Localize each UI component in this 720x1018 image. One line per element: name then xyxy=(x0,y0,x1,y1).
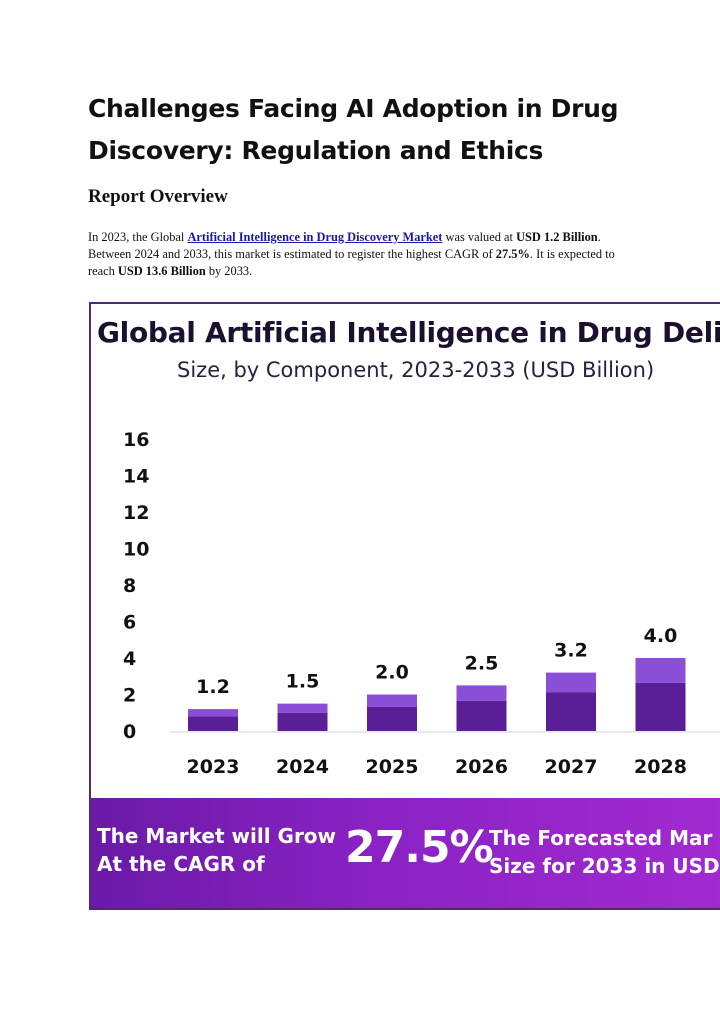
bar-2025-top xyxy=(367,694,417,707)
overview-paragraph: In 2023, the Global Artificial Intellige… xyxy=(88,229,628,280)
banner-right-line1: The Forecasted Mar xyxy=(489,826,713,850)
para-text-4: . It is expected to reach xyxy=(88,247,615,278)
y-tick-label: 16 xyxy=(123,429,149,451)
x-tick-label: 2027 xyxy=(545,756,598,778)
article-title: Challenges Facing AI Adoption in Drug Di… xyxy=(88,94,619,165)
infographic-title: Global Artificial Intelligence in Drug D… xyxy=(97,316,720,349)
banner-left-text: The Market will Grow At the CAGR of xyxy=(97,822,357,878)
y-tick-label: 10 xyxy=(123,539,149,561)
bar-2024-bottom xyxy=(277,712,328,731)
bar-2026-bottom xyxy=(456,700,507,731)
bar-2025-bottom xyxy=(367,706,417,731)
bar-2024-top xyxy=(277,703,328,713)
y-tick-label: 4 xyxy=(123,648,136,670)
x-tick-label: 2028 xyxy=(634,756,687,778)
banner-left-line2: At the CAGR of xyxy=(97,852,265,876)
infographic-subtitle: Size, by Component, 2023-2033 (USD Billi… xyxy=(177,358,655,382)
bar-2027-top xyxy=(546,672,596,693)
x-tick-label: 2024 xyxy=(276,756,329,778)
market-infographic: Global Artificial Intelligence in Drug D… xyxy=(89,302,720,910)
bar-value-label: 4.0 xyxy=(644,625,678,647)
bar-value-label: 2.0 xyxy=(375,662,409,684)
banner-cagr-value: 27.5% xyxy=(345,822,494,873)
banner-right-line2: Size for 2033 in USD xyxy=(489,854,720,878)
para-text-1: In 2023, the Global xyxy=(88,230,188,244)
value-2023: USD 1.2 Billion xyxy=(516,230,598,244)
bar-2026-top xyxy=(456,685,507,701)
market-link[interactable]: Artificial Intelligence in Drug Discover… xyxy=(187,230,443,244)
value-2033: USD 13.6 Billion xyxy=(117,264,206,278)
y-tick-label: 8 xyxy=(123,575,136,597)
y-tick-label: 2 xyxy=(123,685,136,707)
bar-value-label: 3.2 xyxy=(554,640,588,662)
bar-2028-top xyxy=(635,658,686,683)
bar-chart: 0 2 4 6 8 10 12 14 16 1.2 2023 1.5 2024 2.0 2025 2.5 202… xyxy=(123,429,720,778)
y-tick-label: 12 xyxy=(123,502,149,524)
bar-2023-bottom xyxy=(188,716,238,731)
section-heading: Report Overview xyxy=(88,186,228,207)
y-tick-label: 6 xyxy=(123,612,136,634)
x-tick-label: 2025 xyxy=(366,756,419,778)
cagr-banner: The Market will Grow At the CAGR of 27.5… xyxy=(91,798,720,908)
banner-left-line1: The Market will Grow xyxy=(97,824,337,848)
x-tick-label: 2023 xyxy=(187,756,240,778)
bar-value-label: 1.2 xyxy=(196,676,230,698)
bar-2027-bottom xyxy=(546,692,596,731)
bar-2028-bottom xyxy=(635,682,686,731)
y-tick-label: 14 xyxy=(123,466,149,488)
cagr-value: 27.5% xyxy=(495,247,530,261)
banner-right-text: The Forecasted Mar Size for 2033 in USD xyxy=(489,824,720,880)
bar-value-label: 1.5 xyxy=(286,671,320,693)
para-text-3: . Between 2024 and 2033, this market is … xyxy=(88,230,601,261)
x-tick-label: 2026 xyxy=(455,756,508,778)
bar-value-label: 2.5 xyxy=(465,652,499,674)
para-text-2: was valued at xyxy=(442,230,517,244)
para-text-5: by 2033. xyxy=(205,264,253,278)
bar-2023-top xyxy=(188,709,238,717)
y-tick-label: 0 xyxy=(123,721,136,743)
